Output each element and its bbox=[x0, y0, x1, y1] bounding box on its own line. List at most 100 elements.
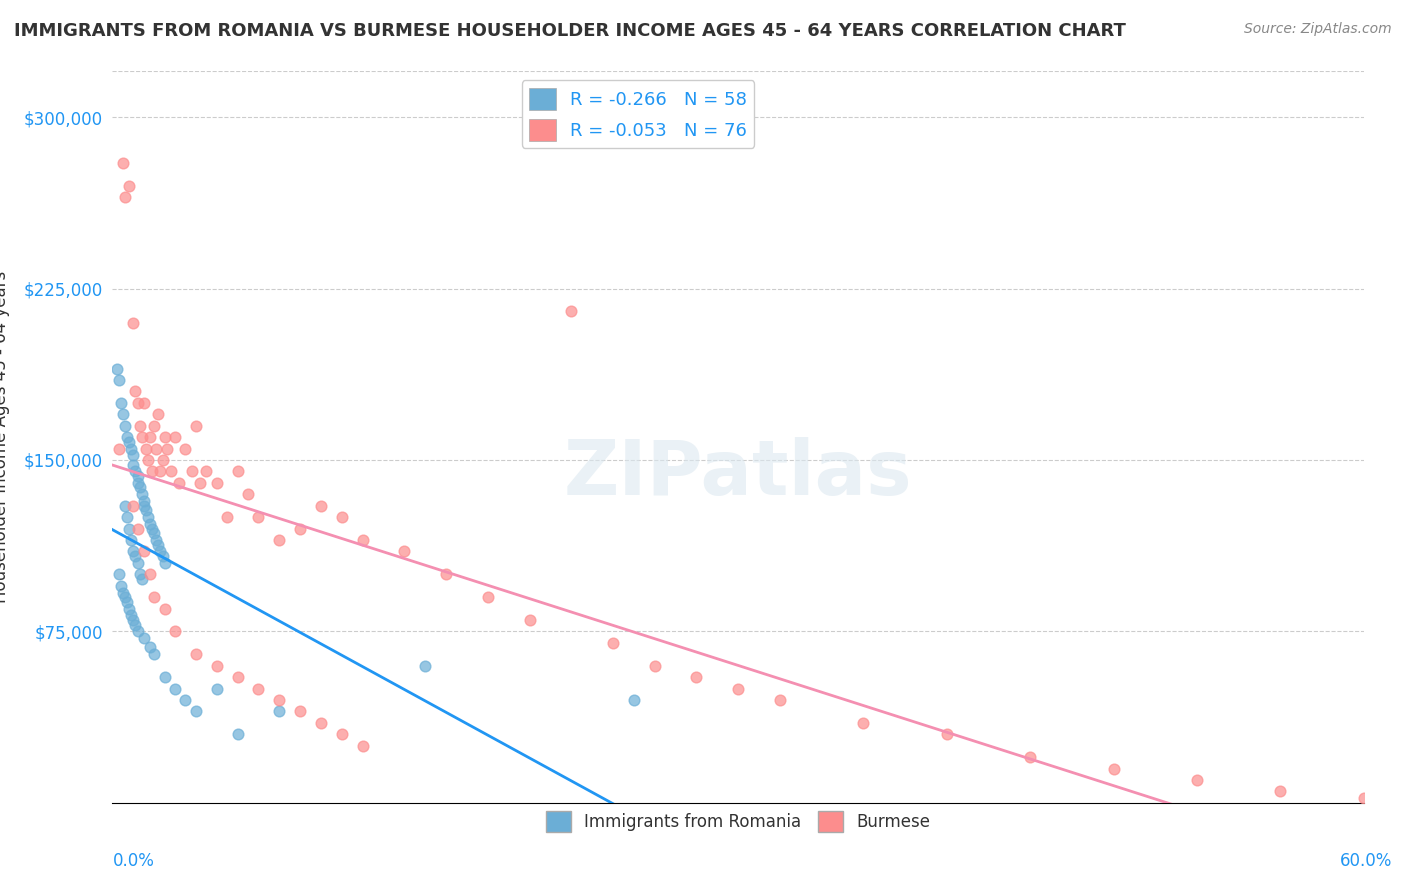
Point bbox=[226, 727, 249, 741]
Point bbox=[120, 442, 142, 456]
Point bbox=[124, 384, 146, 399]
Point bbox=[127, 624, 149, 639]
Point bbox=[205, 475, 228, 490]
Point bbox=[205, 681, 228, 696]
Point bbox=[124, 549, 146, 563]
Point bbox=[118, 178, 141, 193]
Point bbox=[118, 521, 141, 535]
Point bbox=[167, 475, 190, 490]
Point bbox=[107, 567, 129, 582]
Point bbox=[153, 601, 176, 615]
Point bbox=[602, 636, 624, 650]
Point bbox=[852, 715, 875, 730]
Point bbox=[1185, 772, 1208, 787]
Point bbox=[1270, 784, 1292, 798]
Point bbox=[352, 533, 374, 547]
Point bbox=[115, 430, 138, 444]
Point bbox=[132, 544, 155, 558]
Point bbox=[120, 533, 142, 547]
Point bbox=[120, 608, 142, 623]
Point bbox=[309, 499, 332, 513]
Point bbox=[247, 510, 270, 524]
Point bbox=[1353, 791, 1375, 805]
Point bbox=[352, 739, 374, 753]
Point bbox=[184, 647, 207, 661]
Point bbox=[309, 715, 332, 730]
Point bbox=[935, 727, 957, 741]
Point bbox=[247, 681, 270, 696]
Point bbox=[114, 499, 136, 513]
Point bbox=[136, 453, 159, 467]
Point bbox=[135, 442, 157, 456]
Point bbox=[111, 407, 134, 421]
Point bbox=[195, 464, 218, 478]
Point bbox=[132, 494, 155, 508]
Point bbox=[118, 601, 141, 615]
Point bbox=[1019, 750, 1042, 764]
Point bbox=[145, 533, 167, 547]
Point bbox=[560, 304, 582, 318]
Point bbox=[160, 464, 183, 478]
Point bbox=[330, 727, 353, 741]
Point bbox=[290, 705, 312, 719]
Point bbox=[105, 361, 128, 376]
Point bbox=[188, 475, 211, 490]
Point bbox=[114, 590, 136, 604]
Point bbox=[269, 705, 291, 719]
Point bbox=[139, 640, 162, 655]
Y-axis label: Householder Income Ages 45 - 64 years: Householder Income Ages 45 - 64 years bbox=[0, 271, 10, 603]
Point bbox=[107, 442, 129, 456]
Point bbox=[122, 316, 145, 330]
Point bbox=[141, 464, 163, 478]
Point bbox=[127, 475, 149, 490]
Point bbox=[124, 617, 146, 632]
Point bbox=[163, 430, 186, 444]
Point bbox=[110, 579, 132, 593]
Point bbox=[143, 526, 166, 541]
Point bbox=[124, 464, 146, 478]
Point bbox=[149, 464, 172, 478]
Point bbox=[477, 590, 499, 604]
Text: 60.0%: 60.0% bbox=[1340, 852, 1392, 870]
Point bbox=[115, 594, 138, 608]
Point bbox=[174, 442, 197, 456]
Point bbox=[127, 556, 149, 570]
Point bbox=[174, 693, 197, 707]
Point bbox=[143, 647, 166, 661]
Point bbox=[122, 613, 145, 627]
Point bbox=[163, 624, 186, 639]
Point bbox=[149, 544, 172, 558]
Point bbox=[153, 670, 176, 684]
Point bbox=[131, 430, 153, 444]
Point bbox=[141, 521, 163, 535]
Point bbox=[111, 585, 134, 599]
Text: 0.0%: 0.0% bbox=[112, 852, 155, 870]
Point bbox=[122, 499, 145, 513]
Point bbox=[132, 632, 155, 646]
Point bbox=[143, 590, 166, 604]
Point bbox=[132, 396, 155, 410]
Point bbox=[111, 155, 134, 169]
Point bbox=[217, 510, 239, 524]
Point bbox=[135, 503, 157, 517]
Point bbox=[128, 480, 150, 494]
Point bbox=[623, 693, 645, 707]
Point bbox=[114, 418, 136, 433]
Point bbox=[519, 613, 541, 627]
Point bbox=[226, 464, 249, 478]
Point bbox=[152, 453, 174, 467]
Point bbox=[290, 521, 312, 535]
Point bbox=[1102, 762, 1125, 776]
Point bbox=[145, 442, 167, 456]
Point bbox=[153, 556, 176, 570]
Point bbox=[180, 464, 202, 478]
Point bbox=[148, 537, 170, 551]
Point bbox=[115, 510, 138, 524]
Text: IMMIGRANTS FROM ROMANIA VS BURMESE HOUSEHOLDER INCOME AGES 45 - 64 YEARS CORRELA: IMMIGRANTS FROM ROMANIA VS BURMESE HOUSE… bbox=[14, 22, 1126, 40]
Point bbox=[685, 670, 707, 684]
Point bbox=[153, 430, 176, 444]
Point bbox=[128, 418, 150, 433]
Point bbox=[727, 681, 749, 696]
Point bbox=[769, 693, 792, 707]
Point bbox=[413, 658, 436, 673]
